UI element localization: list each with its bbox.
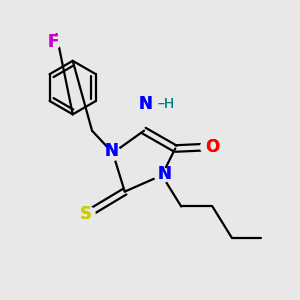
Text: N: N (158, 165, 172, 183)
Circle shape (46, 34, 61, 49)
Circle shape (138, 97, 153, 111)
Text: F: F (48, 32, 59, 50)
Text: F: F (48, 32, 59, 50)
Text: N: N (104, 142, 118, 160)
Circle shape (105, 146, 120, 160)
Text: N: N (139, 95, 152, 113)
Text: N: N (139, 95, 152, 113)
Text: –H: –H (158, 97, 175, 111)
Text: N: N (104, 142, 118, 160)
Text: O: O (205, 138, 220, 156)
Text: –H: –H (158, 97, 175, 111)
Circle shape (80, 206, 95, 221)
Text: N: N (158, 165, 172, 183)
Text: O: O (205, 138, 220, 156)
Circle shape (154, 168, 169, 183)
Text: S: S (80, 205, 92, 223)
Text: S: S (80, 205, 92, 223)
Circle shape (200, 140, 215, 154)
